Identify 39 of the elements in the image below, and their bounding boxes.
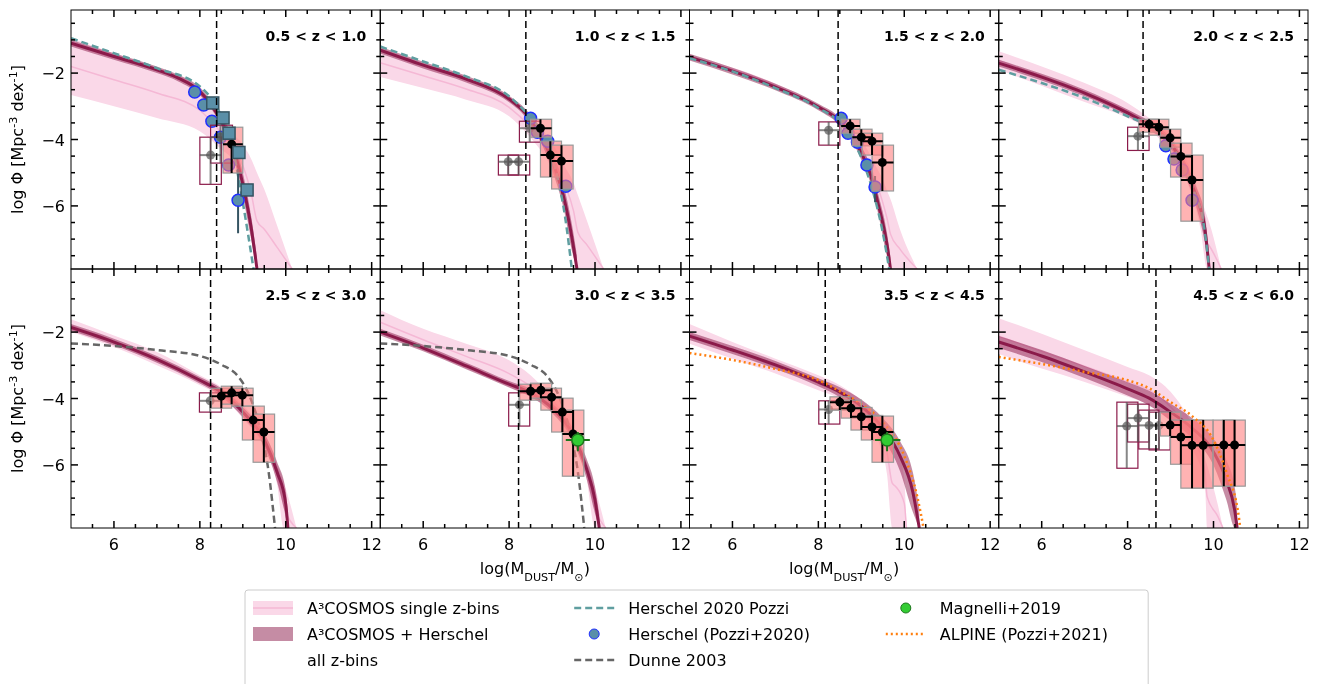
annotation: 3.0 < z < 3.5 [574,287,676,303]
x-tick-label: 8 [1122,535,1133,554]
y-tick-label: −2 [41,64,65,84]
legend-label: Dunne 2003 [628,651,727,670]
x-tick-label: 12 [361,535,382,554]
annotation: 2.0 < z < 2.5 [1193,28,1294,44]
x-tick-label: 10 [584,535,606,554]
annotation: 0.5 < z < 1.0 [265,28,367,44]
annotation: 1.0 < z < 1.5 [574,28,676,44]
legend-label: Magnelli+2019 [939,599,1062,618]
y-tick-label: −4 [41,389,65,409]
x-tick-label: 8 [194,535,205,554]
x-axis-title: log(M$_{DUST}$/M$_{⊙}$) [789,559,900,584]
x-tick-label: 8 [813,535,824,554]
x-tick-label: 10 [894,535,915,554]
x-tick-label: 6 [418,535,429,554]
annotation: 1.5 < z < 2.0 [884,28,985,44]
y-tick-label: −6 [41,196,65,216]
x-tick-label: 12 [670,535,692,554]
legend-label: Herschel 2020 Pozzi [628,599,790,618]
legend-label: A³COSMOS + Herschel all z-bins [307,625,489,670]
y-tick-label: −6 [41,455,65,475]
x-tick-label: 12 [979,535,1001,554]
x-tick-label: 6 [108,535,120,554]
annotation: 3.5 < z < 4.5 [884,287,985,303]
x-tick-label: 8 [504,535,515,554]
y-tick-label: −2 [41,323,65,343]
legend-label: ALPINE (Pozzi+2021) [939,625,1108,644]
legend-label: Herschel (Pozzi+2020) [628,625,811,644]
annotation: 2.5 < z < 3.0 [265,287,367,303]
x-tick-label: 10 [1203,535,1224,554]
x-tick-label: 12 [1289,535,1310,554]
x-tick-label: 6 [727,535,738,554]
annotation: 4.5 < z < 6.0 [1193,287,1295,303]
legend-label: A³COSMOS single z-bins [307,599,500,618]
x-axis-title: log(M$_{DUST}$/M$_{⊙}$) [479,559,590,584]
x-tick-label: 10 [275,535,296,554]
y-tick-label: −4 [41,130,65,150]
x-tick-label: 6 [1036,535,1047,554]
